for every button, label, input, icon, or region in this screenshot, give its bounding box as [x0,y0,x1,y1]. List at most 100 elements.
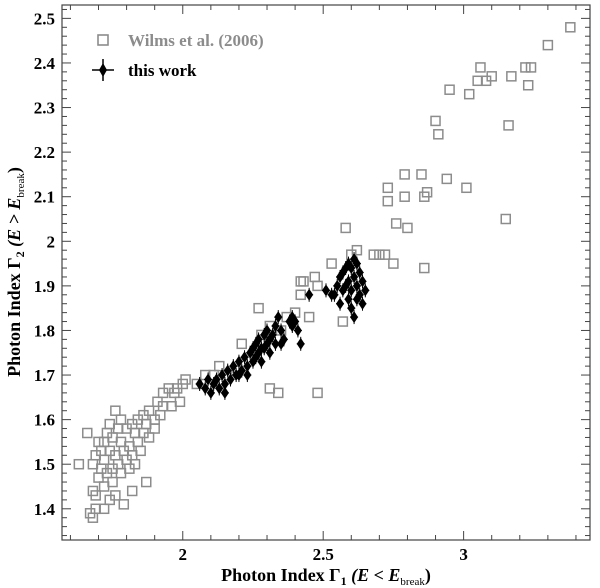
this-work-point [350,310,359,325]
diamond-marker [243,369,252,382]
wilms-point [166,401,177,412]
diamond-marker [350,270,359,283]
this-work-point [305,287,314,302]
this-work-point [206,385,215,400]
this-work-point [344,292,353,307]
wilms-point [309,271,321,283]
wilms-point [115,414,127,425]
diamond-marker [195,377,204,390]
wilms-point [312,280,323,292]
wilms-point [214,360,225,372]
y-tick-label: 2 [47,232,56,251]
this-work-point [274,310,283,325]
wilms-point [475,62,486,73]
diamond-marker [350,311,359,324]
diamond-marker [220,386,229,399]
wilms-point [444,84,455,95]
y-tick-label: 1.4 [34,500,56,519]
diamond-marker [355,288,364,301]
wilms-point [135,445,146,457]
y-tick-label: 2.2 [34,143,55,162]
diamond-marker [274,311,283,324]
diamond-marker [234,369,243,382]
this-work-point [344,256,353,271]
diamond-marker [305,288,314,301]
this-work-point [201,381,210,396]
diamond-marker [336,297,345,310]
wilms-point [126,485,138,497]
wilms-point [264,383,276,394]
data-points [73,22,576,523]
wilms-point [472,75,483,87]
wilms-point [295,289,306,301]
wilms-point [236,338,247,350]
wilms-point [98,481,110,492]
diamond-marker [327,288,336,301]
wilms-point [368,249,379,260]
this-work-point [226,372,235,387]
this-work-point [358,274,367,289]
x-tick-label: 3 [459,545,468,564]
this-work-point [288,310,297,325]
this-work-point [355,265,364,280]
this-work-point [268,327,277,342]
legend-marker-wilms [97,34,109,46]
wilms-point [129,427,141,439]
this-work-point [277,323,286,338]
wilms-point [93,436,104,448]
y-tick-label: 2.5 [34,9,55,28]
x-tick-label: 2 [179,545,188,564]
diamond-marker [288,311,297,324]
this-work-point [240,350,249,365]
axis-ticks [62,5,590,540]
wilms-point [525,62,537,73]
wilms-point [340,222,351,234]
this-work-point [257,354,266,369]
tick-labels: 2 2.5 3 1.4 1.5 1.6 1.7 1.8 1.9 2 2.1 2.2 2.3 2.4 2.5 [34,9,468,564]
diamond-marker [347,302,356,315]
wilms-point [500,213,511,225]
diamond-marker [234,355,243,368]
diamond-marker [344,257,353,270]
wilms-point [141,476,152,488]
y-tick-label: 1.5 [34,455,55,474]
wilms-point [112,423,124,434]
wilms-point [98,503,110,515]
this-work-point [358,296,367,311]
wilms-point [87,512,99,523]
this-work-point [322,283,330,298]
this-work-point [229,359,238,374]
wilms-point [295,276,306,287]
this-work-point [271,336,280,351]
wilms-point [374,249,385,260]
this-work-point [223,363,232,378]
diamond-marker [296,337,305,350]
this-work-point [333,278,342,293]
wilms-point [326,258,337,269]
this-work-point [293,323,302,338]
x-tick-label: 2.5 [313,545,334,564]
wilms-point [337,316,349,327]
wilms-point [433,129,444,140]
wilms-point [82,427,93,439]
diamond-marker [265,346,274,359]
diamond-marker [229,360,238,373]
y-tick-label: 1.8 [34,321,55,340]
diamond-marker [215,382,224,395]
wilms-point [463,88,475,100]
this-work-point [361,283,370,298]
wilms-point [298,276,309,287]
diamond-marker [263,324,272,337]
wilms-point [73,458,85,470]
y-tick-label: 1.7 [34,366,56,385]
wilms-point [506,71,517,82]
wilms-point [312,387,323,399]
wilms-point [157,387,169,399]
wilms-point [419,191,430,202]
diamond-marker [355,266,364,279]
this-work-point [195,376,204,391]
diamond-marker [257,355,266,368]
this-work-point [271,319,280,333]
diamond-marker [220,377,229,390]
legend: Wilms et al. (2006) this work [92,31,264,81]
